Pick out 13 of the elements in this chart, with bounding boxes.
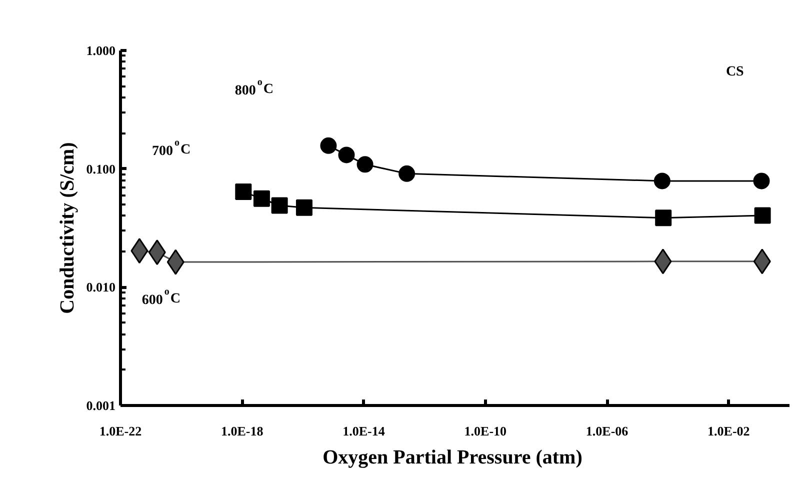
x-tick-label: 1.0E-22 [99, 424, 142, 438]
x-tick-label: 1.0E-06 [586, 424, 629, 438]
x-tick-label: 1.0E-02 [708, 424, 750, 438]
annotation: CS [726, 64, 744, 80]
y-axis-title: Conductivity (S/cm) [56, 142, 78, 314]
x-tick-label: 1.0E-14 [342, 424, 386, 438]
x-axis-title: Oxygen Partial Pressure (atm) [322, 446, 582, 468]
y-tick-label: 0.010 [86, 280, 116, 295]
y-tick-label: 0.100 [86, 161, 116, 176]
x-tick-label: 1.0E-18 [221, 424, 264, 438]
x-tick-label: 1.0E-10 [464, 424, 507, 438]
y-tick-label: 0.001 [86, 398, 116, 413]
y-tick-label: 1.000 [86, 43, 116, 58]
